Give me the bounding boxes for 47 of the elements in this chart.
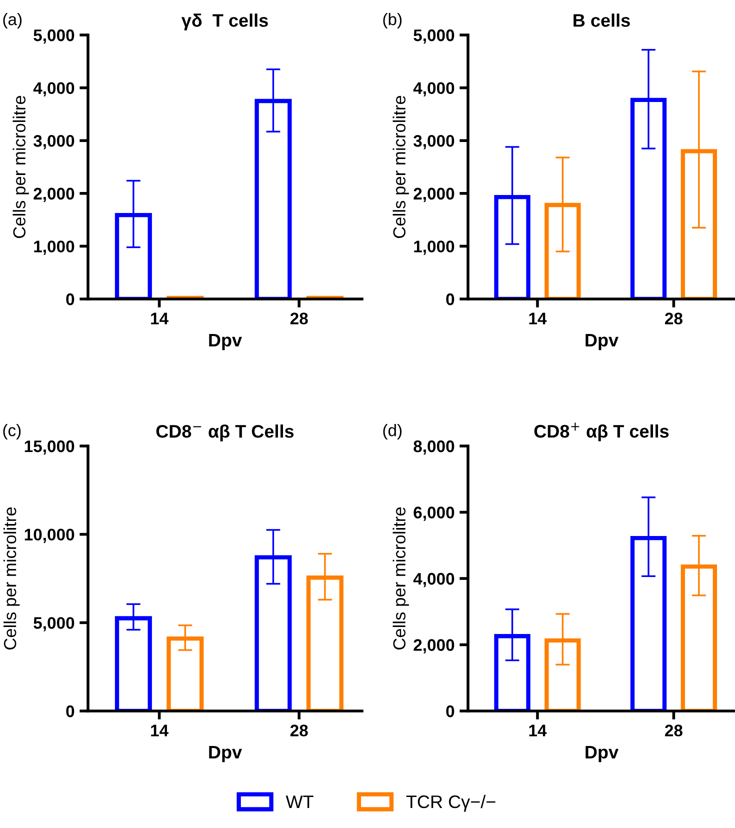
x-tick-label: 14 xyxy=(529,312,547,324)
y-tick-label: 4,000 xyxy=(413,572,454,588)
x-tick-label: 28 xyxy=(665,724,682,736)
text: (a) xyxy=(3,13,22,29)
x-axis-title: Dpv xyxy=(586,746,618,762)
x-tick-label: 14 xyxy=(151,312,168,324)
y-tick-label: 3,000 xyxy=(33,135,74,150)
y-tick-label: 1,000 xyxy=(34,240,74,255)
y-tick-label: 0 xyxy=(446,293,454,306)
legend-label: WT xyxy=(286,796,314,808)
x-tick-label: 14 xyxy=(529,724,547,736)
chart-title: B cells xyxy=(574,14,630,27)
y-tick-label: 2,000 xyxy=(414,188,454,202)
x-tick-label: 28 xyxy=(290,312,308,324)
y-tick-label: 4,000 xyxy=(33,82,74,96)
legend-label: TCR Cγ−/− xyxy=(406,794,496,812)
y-tick-label: 1,000 xyxy=(414,240,454,255)
y-tick-label: 2,000 xyxy=(414,639,454,654)
x-tick-label: 28 xyxy=(665,312,682,324)
chart-title: CD8$^{+}$ αβ T cells xyxy=(534,422,669,442)
chart-title: γδ T cells xyxy=(181,14,268,30)
y-tick-label: 3,000 xyxy=(413,135,454,150)
chart-title: CD8$^{−}$ αβ T Cells xyxy=(156,424,294,442)
y-tick-label: 4,000 xyxy=(413,82,454,96)
y-tick-label: 0 xyxy=(446,705,454,718)
y-tick-label: 5,000 xyxy=(34,29,74,44)
y-tick-label: 5,000 xyxy=(414,29,454,44)
y-tick-label: 0 xyxy=(66,705,74,718)
text: (b) xyxy=(383,13,402,29)
y-tick-label: 15,000 xyxy=(24,440,74,455)
y-axis-title: Cells per microlitre xyxy=(392,507,409,650)
x-axis-title: Dpv xyxy=(586,334,618,350)
y-tick-label: 2,000 xyxy=(34,188,74,202)
text: (c) xyxy=(3,424,21,440)
y-axis-title: Cells per microlitre xyxy=(3,507,20,650)
y-tick-label: 5,000 xyxy=(34,617,74,632)
x-axis-title: Dpv xyxy=(209,334,242,350)
x-tick-label: 14 xyxy=(151,724,168,736)
x-axis-title: Dpv xyxy=(209,746,242,762)
y-axis-title: Cells per microlitre xyxy=(12,96,29,238)
x-tick-label: 28 xyxy=(290,724,308,736)
y-axis-title: Cells per microlitre xyxy=(392,96,409,238)
y-tick-label: 0 xyxy=(66,293,74,306)
y-tick-label: 8,000 xyxy=(414,440,454,455)
y-tick-label: 6,000 xyxy=(414,506,454,521)
y-tick-label: 10,000 xyxy=(24,528,74,543)
text: (d) xyxy=(383,424,402,440)
